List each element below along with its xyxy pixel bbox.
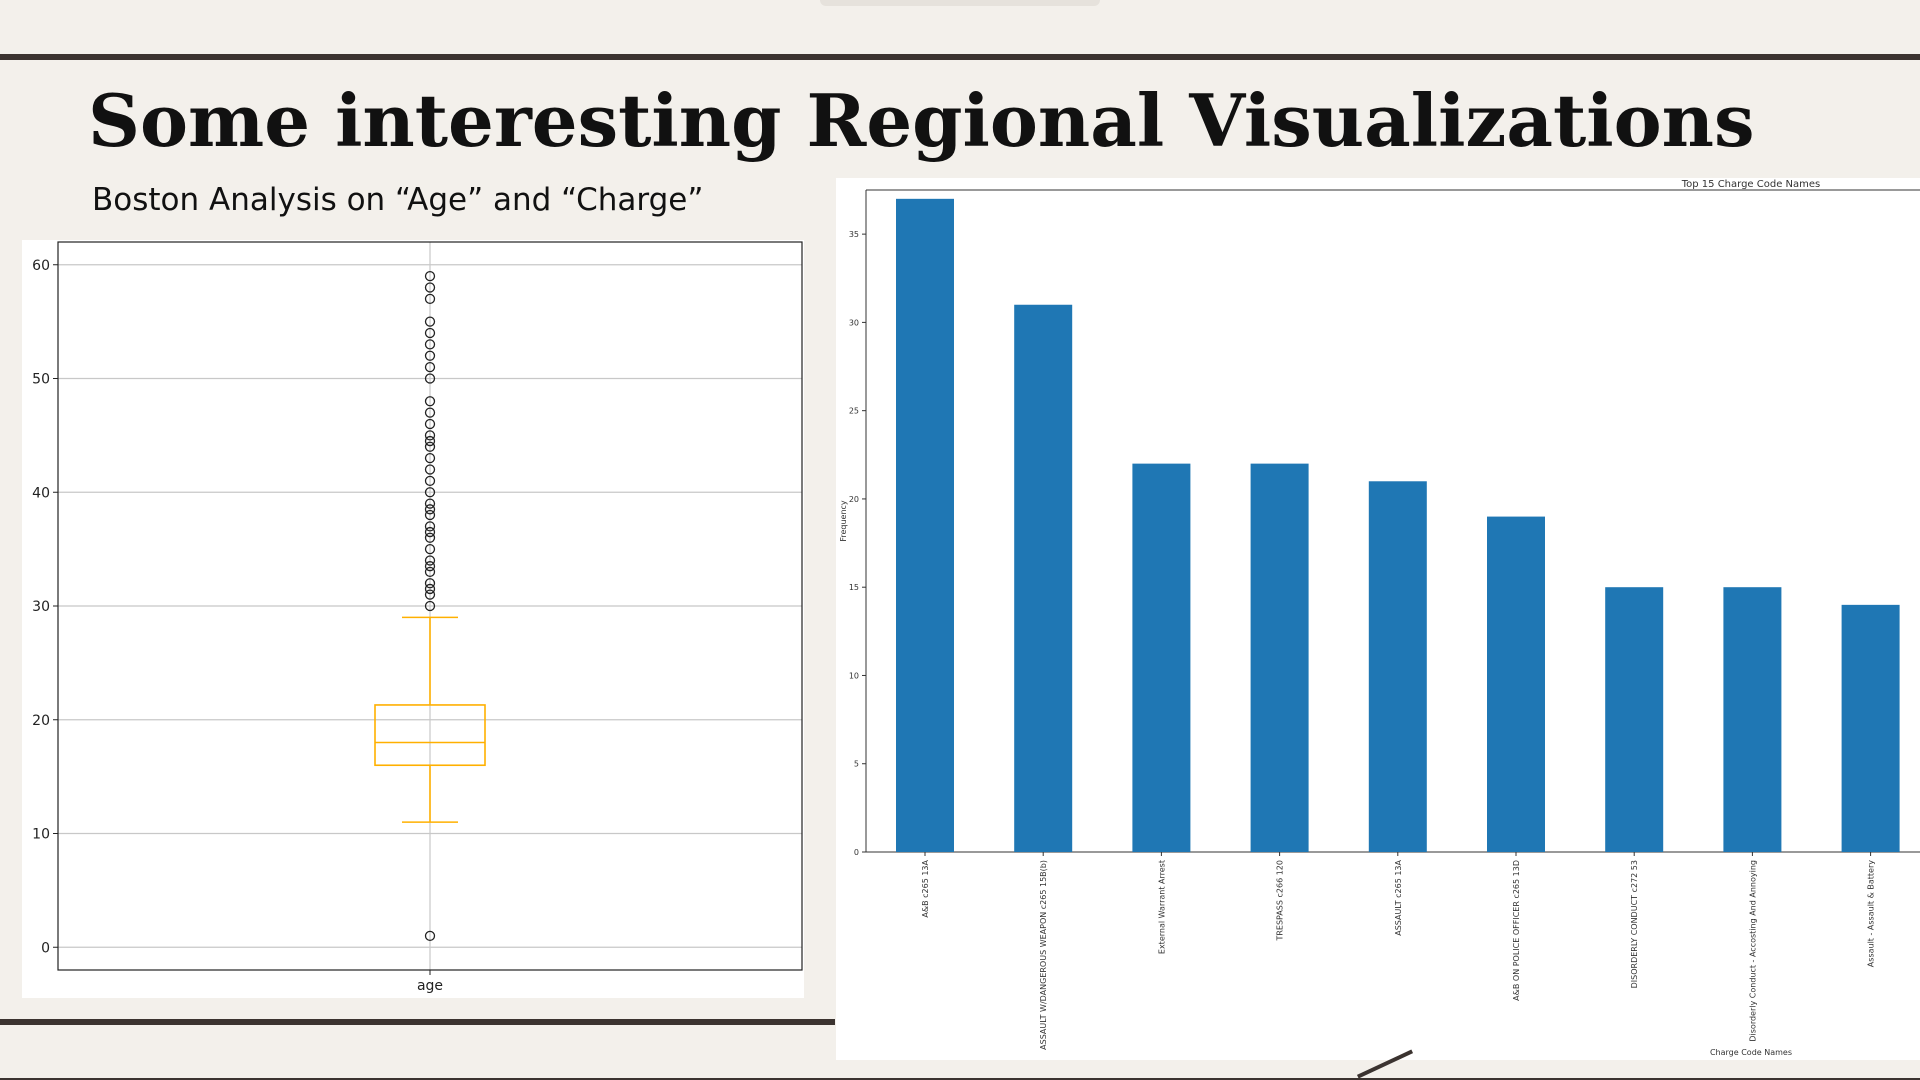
bar xyxy=(1250,463,1309,852)
outlier-point xyxy=(424,430,436,441)
bar xyxy=(1368,481,1427,852)
y-tick-label: 10 xyxy=(32,827,50,843)
slide-title: Some interesting Regional Visualizations xyxy=(88,78,1755,163)
outlier-point xyxy=(424,350,436,361)
chart-title: Top 15 Charge Code Names xyxy=(1681,179,1821,190)
outlier-point xyxy=(424,407,436,418)
outlier-point xyxy=(424,526,436,538)
outlier-point xyxy=(424,270,436,282)
outlier-point xyxy=(424,532,436,543)
outlier-point xyxy=(424,418,436,430)
outlier-point xyxy=(424,930,436,942)
bottom-divider xyxy=(0,1019,835,1025)
y-tick-label: 10 xyxy=(849,671,859,680)
outlier-point xyxy=(424,327,436,339)
x-tick-label: A&B ON POLICE OFFICER c265 13D xyxy=(1512,860,1521,1001)
top-divider xyxy=(0,54,1920,60)
x-tick-label: TRESPASS c266 120 xyxy=(1276,860,1285,942)
outlier-point xyxy=(424,464,436,475)
top-tab-shadow xyxy=(820,0,1100,6)
bar xyxy=(1605,587,1664,852)
outlier-point xyxy=(424,441,436,452)
x-tick-label: A&B c265 13A xyxy=(921,859,930,917)
bar xyxy=(1723,587,1782,852)
footer-line xyxy=(0,1078,1920,1080)
age-boxplot: 0 10 20 30 40 50 60 age xyxy=(32,241,803,994)
y-axis-label: Frequency xyxy=(839,500,848,542)
y-tick-label: 20 xyxy=(849,495,859,504)
iqr-box xyxy=(374,704,486,767)
outlier-point xyxy=(424,339,436,350)
y-tick-label: 20 xyxy=(32,713,50,729)
y-tick-label: 15 xyxy=(849,583,859,592)
outlier-point xyxy=(424,435,436,447)
y-tick-label: 0 xyxy=(854,848,859,857)
bar xyxy=(1014,304,1073,852)
y-tick-label: 30 xyxy=(849,318,859,327)
outlier-point xyxy=(424,555,436,566)
outlier-point xyxy=(424,583,436,595)
y-tick-label: 60 xyxy=(32,258,50,274)
outlier-point xyxy=(424,600,436,612)
bar xyxy=(1487,516,1545,852)
outlier-point xyxy=(424,561,436,572)
bar xyxy=(896,198,954,852)
x-tick-label: age xyxy=(417,978,443,994)
outlier-point xyxy=(424,504,436,515)
outlier-point xyxy=(424,543,436,555)
slide-subtitle: Boston Analysis on “Age” and “Charge” xyxy=(92,182,704,218)
x-tick-label: ASSAULT c265 13A xyxy=(1394,859,1403,935)
y-tick-label: 40 xyxy=(32,485,50,501)
x-tick-label: External Warrant Arrest xyxy=(1157,860,1166,954)
charge-barchart-panel: Top 15 Charge Code Names 0 5 10 15 20 25 30 35 Fr… xyxy=(836,178,1920,1060)
x-axis-label: Charge Code Names xyxy=(1710,1048,1792,1057)
y-tick-label: 50 xyxy=(32,372,50,388)
y-tick-label: 0 xyxy=(41,940,50,956)
outlier-point xyxy=(424,589,436,600)
outlier-point xyxy=(424,578,436,589)
outlier-point xyxy=(424,361,436,373)
outlier-point xyxy=(424,475,436,487)
outlier-point xyxy=(424,396,436,407)
outlier-point xyxy=(424,282,436,293)
outlier-point xyxy=(424,521,436,532)
bar xyxy=(1841,604,1900,852)
x-tick-label: ASSAULT W/DANGEROUS WEAPON c265 15B(b) xyxy=(1039,860,1048,1050)
charge-barchart: Top 15 Charge Code Names 0 5 10 15 20 25 30 35 Fr… xyxy=(839,179,1920,1057)
outlier-point xyxy=(424,452,436,464)
y-tick-label: 30 xyxy=(32,599,50,615)
age-boxplot-panel: 0 10 20 30 40 50 60 age xyxy=(22,240,804,998)
outlier-point xyxy=(424,487,436,498)
outlier-point xyxy=(424,566,436,578)
outlier-point xyxy=(424,498,436,509)
outlier-point xyxy=(424,373,436,384)
outlier-point xyxy=(424,316,436,327)
bar xyxy=(1132,463,1191,852)
y-tick-label: 35 xyxy=(849,230,859,239)
outlier-point xyxy=(424,293,436,305)
x-tick-label: Assault - Assault & Battery xyxy=(1867,860,1876,967)
y-tick-label: 25 xyxy=(849,407,859,416)
x-tick-label: DISORDERLY CONDUCT c272 53 xyxy=(1630,860,1639,988)
y-tick-label: 5 xyxy=(854,760,859,769)
x-tick-label: Disorderly Conduct - Accosting And Annoy… xyxy=(1748,860,1757,1042)
outlier-point xyxy=(424,509,436,521)
